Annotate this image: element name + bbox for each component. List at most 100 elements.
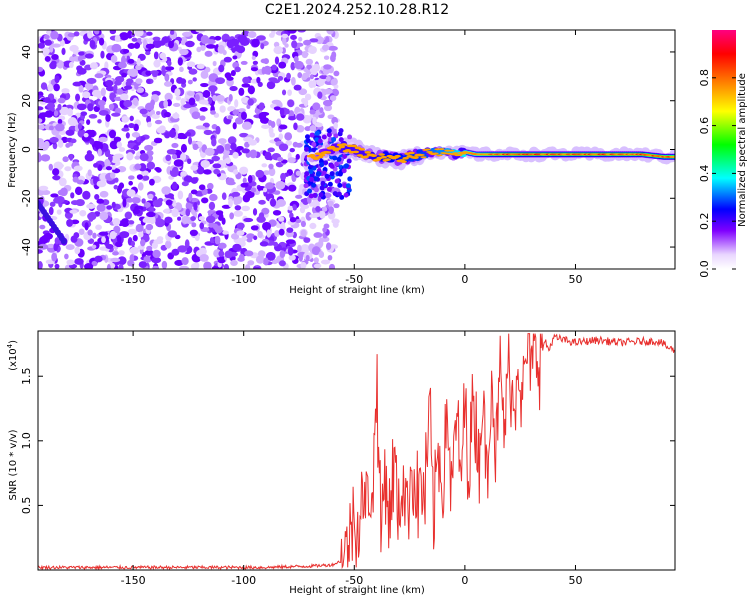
heatmap-noise-cell — [155, 110, 161, 115]
heatmap-noise-cell — [192, 143, 199, 151]
heatmap-noise-cell — [300, 220, 306, 228]
heatmap-onset-cell — [327, 181, 333, 187]
x-tick-label: -150 — [121, 574, 146, 587]
heatmap-noise-cell — [82, 190, 91, 200]
heatmap-noise-cell — [278, 133, 284, 140]
heatmap-onset-cell — [334, 178, 340, 184]
heatmap-noise-cell — [214, 35, 222, 41]
heatmap-noise-cell — [303, 237, 311, 243]
heatmap-noise-cell — [258, 112, 267, 121]
heatmap-noise-cell — [284, 132, 293, 141]
heatmap-noise-cell — [271, 30, 276, 36]
heatmap-noise-cell — [93, 176, 98, 186]
heatmap-noise-cell — [269, 132, 276, 138]
heatmap-noise-cell — [252, 208, 258, 216]
heatmap-noise-cell — [292, 204, 297, 210]
heatmap-noise-cell — [173, 159, 184, 167]
heatmap-noise-cell — [321, 206, 328, 212]
heatmap-noise-cell — [277, 156, 284, 162]
heatmap-noise-cell — [38, 42, 45, 49]
spectrogram-x-axis-label: Height of straight line (km) — [289, 285, 425, 296]
heatmap-noise-cell — [166, 148, 177, 155]
heatmap-noise-cell — [261, 163, 268, 168]
heatmap-noise-cell — [309, 109, 316, 115]
heatmap-noise-cell — [323, 99, 333, 107]
heatmap-noise-cell — [171, 166, 179, 175]
heatmap-noise-cell — [298, 88, 308, 96]
heatmap-noise-cell — [204, 50, 213, 57]
heatmap-noise-cell — [143, 255, 152, 263]
heatmap-noise-cell — [179, 265, 189, 269]
heatmap-noise-cell — [232, 243, 242, 252]
heatmap-noise-cell — [153, 239, 164, 245]
heatmap-noise-cell — [165, 199, 173, 206]
heatmap-noise-cell — [167, 60, 172, 67]
heatmap-noise-cell — [229, 86, 238, 92]
heatmap-noise-cell — [279, 124, 288, 130]
heatmap-noise-cell — [273, 106, 281, 111]
heatmap-noise-cell — [146, 245, 153, 252]
heatmap-noise-cell — [163, 99, 169, 108]
heatmap-noise-cell — [332, 220, 339, 228]
heatmap-noise-cell — [268, 167, 276, 177]
heatmap-noise-cell — [65, 244, 75, 251]
heatmap-noise-cell — [312, 212, 321, 218]
heatmap-noise-cell — [313, 257, 319, 264]
heatmap-noise-cell — [200, 159, 210, 168]
heatmap-noise-cell — [91, 260, 98, 267]
heatmap-noise-cell — [116, 234, 122, 244]
heatmap-noise-cell — [266, 229, 272, 238]
heatmap-noise-cell — [217, 44, 225, 54]
heatmap-noise-cell — [157, 197, 164, 203]
heatmap-noise-cell — [304, 126, 311, 132]
heatmap-onset-cell — [338, 128, 344, 134]
heatmap-noise-cell — [134, 163, 142, 170]
heatmap-noise-cell — [228, 94, 233, 102]
heatmap-onset-cell — [326, 128, 332, 134]
heatmap-noise-cell — [318, 177, 327, 183]
heatmap-noise-cell — [92, 232, 97, 239]
heatmap-noise-cell — [260, 43, 265, 50]
heatmap-noise-cell — [172, 112, 180, 119]
heatmap-noise-cell — [169, 30, 175, 35]
heatmap-noise-cell — [71, 219, 80, 225]
heatmap-noise-cell — [43, 34, 50, 40]
heatmap-noise-cell — [210, 110, 216, 115]
heatmap-noise-cell — [94, 255, 103, 263]
heatmap-noise-cell — [134, 30, 144, 37]
heatmap-noise-cell — [69, 44, 79, 52]
heatmap-noise-cell — [130, 240, 136, 247]
heatmap-noise-cell — [190, 189, 198, 195]
heatmap-ridge-cell — [418, 153, 425, 156]
heatmap-noise-cell — [110, 155, 121, 164]
heatmap-onset-cell — [323, 160, 329, 166]
colorbar-gradient — [712, 30, 736, 269]
heatmap-noise-cell — [131, 37, 138, 42]
heatmap-noise-cell — [126, 189, 136, 197]
heatmap-noise-cell — [290, 34, 297, 41]
heatmap-noise-cell — [164, 132, 171, 139]
heatmap-noise-cell — [97, 99, 106, 107]
heatmap-noise-cell — [105, 166, 113, 171]
heatmap-noise-cell — [135, 64, 142, 71]
heatmap-noise-cell — [246, 104, 251, 110]
heatmap-noise-cell — [130, 85, 136, 92]
heatmap-noise-cell — [239, 166, 249, 175]
heatmap-noise-cell — [185, 201, 193, 211]
heatmap-noise-cell — [228, 198, 233, 208]
heatmap-noise-cell — [212, 60, 217, 67]
colorbar-tick-label: 0.4 — [698, 165, 711, 183]
heatmap-noise-cell — [111, 201, 116, 208]
heatmap-ridge-cell — [394, 154, 401, 158]
heatmap-noise-cell — [222, 230, 229, 235]
heatmap-noise-cell — [188, 68, 198, 75]
heatmap-noise-cell — [295, 125, 305, 133]
heatmap-noise-cell — [297, 72, 303, 79]
heatmap-noise-cell — [135, 78, 143, 84]
heatmap-noise-cell — [315, 205, 321, 213]
heatmap-noise-cell — [164, 92, 173, 102]
heatmap-noise-cell — [199, 106, 208, 112]
heatmap-noise-cell — [40, 82, 48, 90]
heatmap-noise-cell — [267, 147, 275, 153]
heatmap-noise-cell — [172, 102, 181, 108]
